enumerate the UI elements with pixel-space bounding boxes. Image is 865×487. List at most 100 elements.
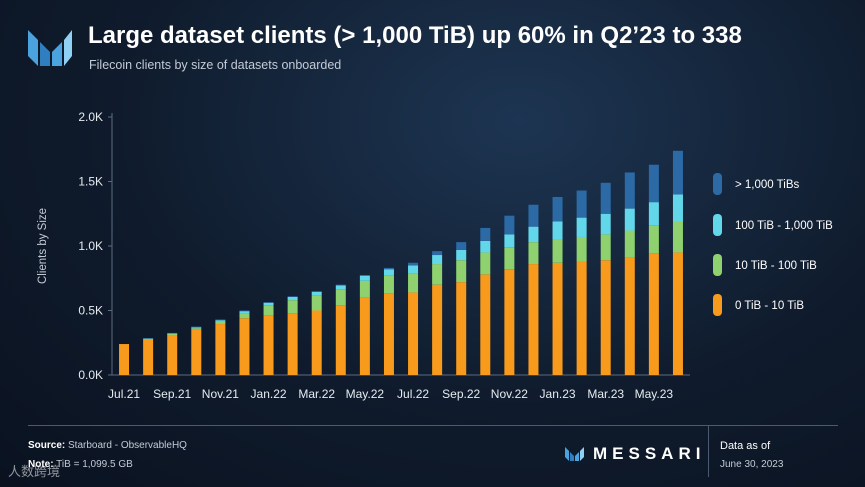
x-tick-label: Jan.23 [540, 387, 576, 401]
bar-segment-1-000-tibs [552, 196, 563, 222]
footer-vertical-divider [708, 425, 709, 477]
bar-segment-100-tib-1-000-tib [576, 217, 587, 237]
bar-segment-1-000-tibs [383, 267, 394, 270]
messari-logo-icon [28, 30, 72, 66]
bar-segment-10-tib-100-tib [504, 247, 515, 270]
bar-segment-100-tib-1-000-tib [359, 275, 370, 281]
bar-segment-100-tib-1-000-tib [383, 269, 394, 276]
bar-segment-1-000-tibs [480, 227, 491, 241]
x-tick-label: Nov.21 [202, 387, 239, 401]
watermark: 人数跨境 [8, 464, 61, 479]
bar-segment-1-000-tibs [335, 284, 346, 286]
messari-brand-icon [565, 447, 584, 461]
x-tick-label: Jan.22 [251, 387, 287, 401]
bar-segment-100-tib-1-000-tib [648, 202, 659, 226]
bar-segment-0-tib-10-tib [408, 292, 419, 375]
bar-segment-100-tib-1-000-tib [311, 291, 322, 296]
x-tick-label: Nov.22 [491, 387, 528, 401]
bar-segment-10-tib-100-tib [408, 273, 419, 293]
bar-segment-10-tib-100-tib [480, 252, 491, 275]
bar-segment-100-tib-1-000-tib [167, 333, 178, 334]
bar-segment-0-tib-10-tib [576, 261, 587, 375]
bar-segment-0-tib-10-tib [359, 297, 370, 375]
bar-segment-100-tib-1-000-tib [528, 226, 539, 243]
bar-segment-1-000-tibs [287, 296, 298, 297]
x-tick-label: Mar.22 [298, 387, 335, 401]
source-note: Source: Starboard - ObservableHQ [28, 440, 187, 451]
bar-segment-100-tib-1-000-tib [480, 240, 491, 253]
x-tick-label: Sep.21 [153, 387, 191, 401]
bar-segment-0-tib-10-tib [119, 344, 130, 375]
bar-segment-1-000-tibs [408, 262, 419, 266]
bar-segment-0-tib-10-tib [552, 262, 563, 375]
bar-segment-10-tib-100-tib [552, 239, 563, 263]
legend-label: 10 TiB - 100 TiB [735, 260, 817, 272]
bar-segment-10-tib-100-tib [383, 275, 394, 294]
bar-segment-100-tib-1-000-tib [432, 255, 443, 265]
bar-segment-0-tib-10-tib [528, 264, 539, 375]
bar-segment-10-tib-100-tib [359, 280, 370, 298]
stacked-bar-chart: 0.0K 0.5K 1.0K 1.5K 2.0K Clients by Size Jul.2… [37, 110, 817, 401]
bar-segment-100-tib-1-000-tib [335, 285, 346, 290]
bar-segment-0-tib-10-tib [263, 315, 274, 375]
bar-segment-0-tib-10-tib [456, 282, 467, 375]
bar-segment-1-000-tibs [672, 150, 683, 195]
bar-segment-1-000-tibs [456, 242, 467, 250]
legend-label: > 1,000 TiBs [735, 179, 799, 191]
bar-segment-10-tib-100-tib [215, 321, 226, 325]
units-note: Note: TiB = 1,099.5 GB [28, 459, 133, 470]
bar-segment-1-000-tibs [504, 215, 515, 235]
bar-segment-100-tib-1-000-tib [263, 302, 274, 306]
bar-segment-0-tib-10-tib [239, 318, 250, 375]
bar-segment-10-tib-100-tib [456, 260, 467, 283]
bar-segment-100-tib-1-000-tib [215, 320, 226, 322]
bar-segment-1-000-tibs [359, 275, 370, 276]
bar-segment-10-tib-100-tib [576, 236, 587, 262]
x-tick-label: May.22 [346, 387, 385, 401]
bar-segment-100-tib-1-000-tib [287, 296, 298, 301]
bar-segment-0-tib-10-tib [287, 313, 298, 375]
bar-segment-0-tib-10-tib [432, 284, 443, 375]
bar-segment-10-tib-100-tib [191, 328, 202, 330]
bar-segment-100-tib-1-000-tib [672, 194, 683, 222]
bar-segment-1-000-tibs [239, 310, 250, 312]
bar-segment-10-tib-100-tib [167, 333, 178, 336]
chart-subtitle: Filecoin clients by size of datasets onb… [89, 58, 342, 72]
bar-segment-0-tib-10-tib [167, 335, 178, 375]
bar-segment-0-tib-10-tib [504, 269, 515, 375]
y-tick-label: 1.0K [78, 239, 103, 253]
bar-segment-1-000-tibs [191, 326, 202, 328]
bar-segment-0-tib-10-tib [311, 310, 322, 375]
bar-segment-1-000-tibs [432, 251, 443, 256]
bar-segment-10-tib-100-tib [672, 221, 683, 253]
bar-segment-1-000-tibs [311, 291, 322, 292]
bar-segment-100-tib-1-000-tib [456, 249, 467, 261]
bar-segment-100-tib-1-000-tib [504, 234, 515, 248]
bar-segment-0-tib-10-tib [383, 293, 394, 375]
x-tick-label: Sep.22 [442, 387, 480, 401]
bar-segment-100-tib-1-000-tib [624, 208, 635, 231]
bar-segment-10-tib-100-tib [600, 234, 611, 261]
y-tick-label: 0.5K [78, 304, 103, 318]
bar-segment-100-tib-1-000-tib [239, 311, 250, 314]
bar-segment-100-tib-1-000-tib [408, 265, 419, 274]
bar-segment-10-tib-100-tib [648, 225, 659, 254]
legend-swatch [713, 214, 722, 236]
bar-segment-0-tib-10-tib [480, 274, 491, 375]
bar-segment-0-tib-10-tib [624, 257, 635, 375]
bar-segment-1-000-tibs [528, 204, 539, 227]
data-as-of-label: Data as of [720, 440, 771, 452]
bar-segment-10-tib-100-tib [528, 242, 539, 265]
bar-segment-0-tib-10-tib [672, 252, 683, 375]
bar-segment-0-tib-10-tib [648, 253, 659, 375]
data-as-of-date: June 30, 2023 [720, 459, 784, 470]
bar-segment-10-tib-100-tib [287, 300, 298, 314]
bar-segment-10-tib-100-tib [143, 338, 154, 340]
bar-segment-1-000-tibs [576, 190, 587, 218]
x-tick-label: May.23 [635, 387, 674, 401]
bar-segment-10-tib-100-tib [239, 313, 250, 319]
bar-segment-100-tib-1-000-tib [552, 221, 563, 240]
x-tick-label: Jul.21 [108, 387, 140, 401]
bar-segment-0-tib-10-tib [335, 305, 346, 375]
bar-segment-0-tib-10-tib [215, 324, 226, 375]
